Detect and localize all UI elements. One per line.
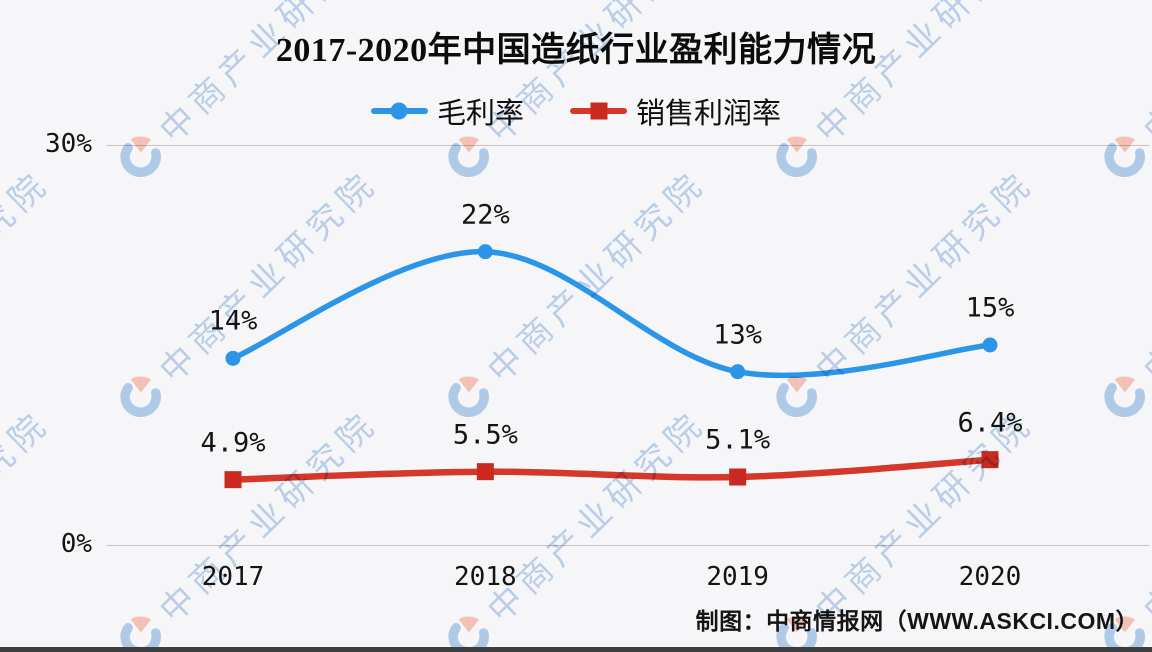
data-point-marker (477, 244, 493, 260)
legend-item-sales-margin: 销售利润率 (570, 90, 781, 132)
series-line-gross-margin (230, 248, 993, 379)
x-axis-label: 2018 (454, 562, 517, 592)
data-point-marker (981, 451, 999, 469)
data-label: 22% (460, 199, 510, 231)
data-point-marker (982, 337, 998, 353)
legend-label-gross-margin: 毛利率 (436, 98, 524, 130)
source-credit: 制图：中商情报网（WWW.ASKCI.COM） (695, 608, 1139, 634)
data-point-marker (224, 471, 242, 489)
legend-line-square-icon (570, 102, 627, 120)
legend-label-sales-margin: 销售利润率 (636, 98, 782, 130)
data-point-marker (730, 364, 746, 380)
data-label: 6.4% (957, 407, 1023, 439)
bottom-edge-bar (0, 647, 1152, 652)
legend: 毛利率 销售利润率 (0, 90, 1152, 132)
legend-item-gross-margin: 毛利率 (370, 90, 524, 132)
data-label: 13% (713, 319, 763, 351)
chart-title: 2017-2020年中国造纸行业盈利能力情况 (275, 32, 877, 69)
data-label: 5.1% (705, 424, 771, 456)
data-point-marker (729, 468, 747, 486)
y-axis-tick-label: 0% (60, 529, 92, 559)
data-point-marker (476, 463, 494, 481)
data-label: 4.9% (200, 427, 266, 459)
series-line-sales-margin (229, 456, 994, 483)
data-label: 5.5% (452, 419, 518, 451)
square-marker-icon (590, 102, 607, 120)
x-axis-label: 2019 (706, 562, 769, 592)
legend-line-circle-icon (370, 102, 428, 120)
x-axis-label: 2017 (201, 562, 265, 592)
data-label: 14% (208, 305, 258, 337)
x-axis-label: 2020 (958, 562, 1022, 592)
y-axis-tick-label: 30% (45, 129, 92, 159)
data-point-marker (225, 350, 241, 366)
circle-marker-icon (390, 102, 408, 120)
data-label: 15% (965, 292, 1015, 324)
